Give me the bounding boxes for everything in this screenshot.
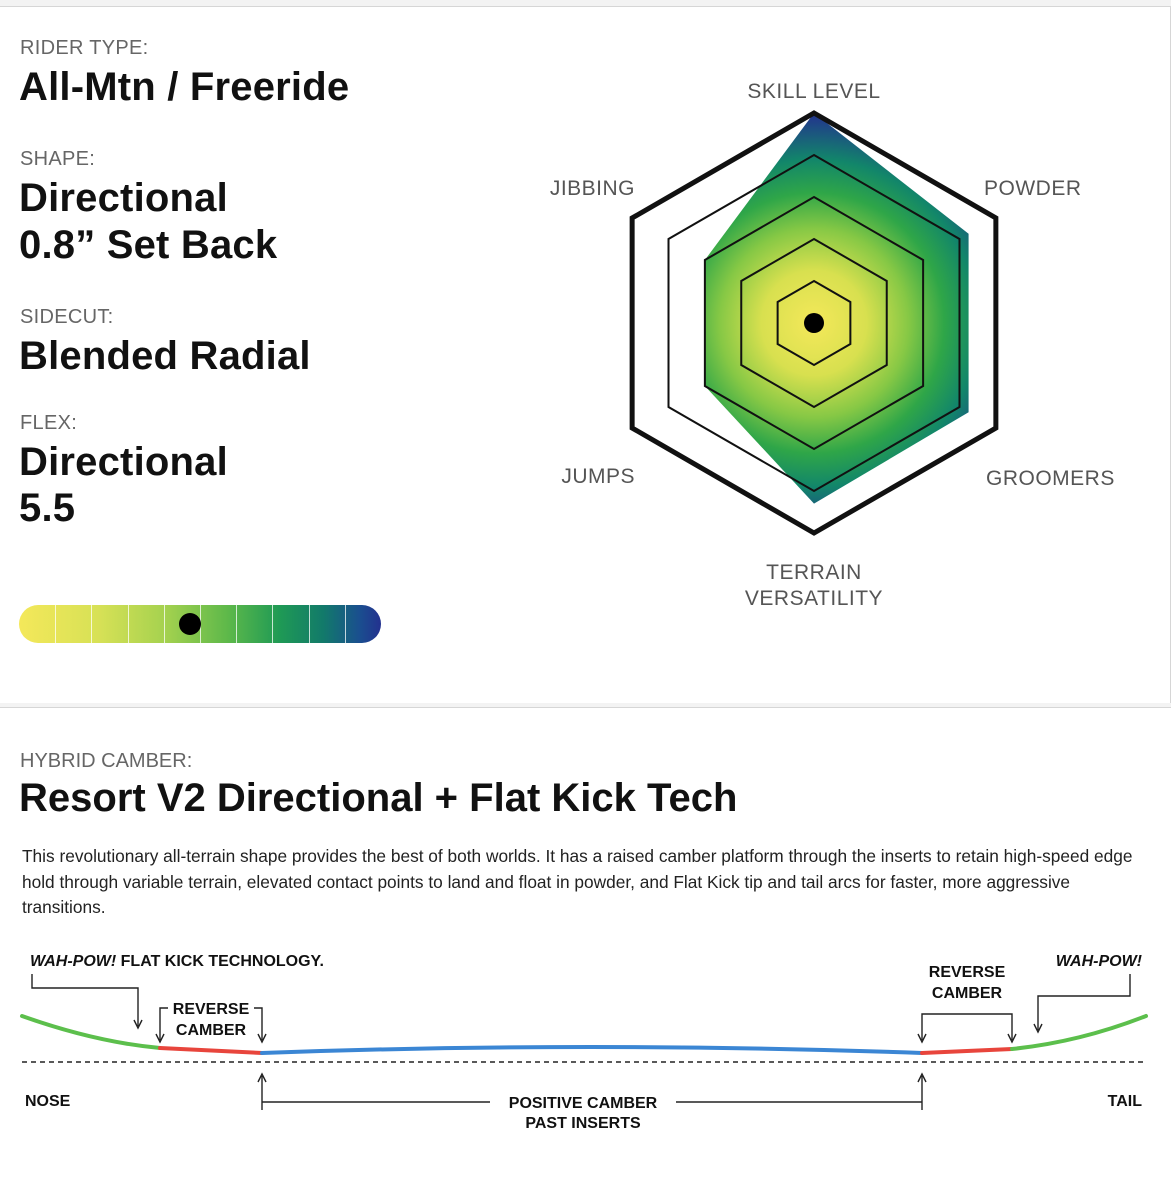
camber-description: This revolutionary all-terrain shape pro…	[22, 846, 1133, 917]
flex-scale-divider	[55, 605, 57, 643]
radar-ring-1	[776, 279, 852, 367]
reverse-camber-left-bracket	[159, 1007, 263, 1040]
radar-ring-2	[740, 237, 888, 409]
flex-scale-bar	[19, 605, 381, 643]
profile-flat-kick-nose	[20, 1014, 162, 1050]
radar-center-dot	[804, 313, 824, 333]
camber-card: HYBRID CAMBER: Resort V2 Directional + F…	[0, 707, 1171, 1200]
reverse-camber-right-line1: REVERSE	[929, 964, 1006, 981]
wah-pow-left-bracket	[31, 974, 139, 1026]
flex-scale-divider	[308, 605, 310, 643]
radar-ring-3	[703, 195, 925, 451]
positive-camber-line1: POSITIVE CAMBER	[509, 1095, 658, 1112]
profile-reverse-camber-nose	[158, 1046, 264, 1055]
radar-data-area	[704, 113, 969, 504]
shape-value-line2: 0.8” Set Back	[19, 223, 278, 267]
positive-camber-span	[261, 1076, 923, 1110]
flex-scale-divider	[91, 605, 93, 643]
arrow-head	[917, 1033, 1017, 1044]
arrow-head	[257, 1072, 927, 1083]
radar-axis-label-skill: SKILL LEVEL	[747, 80, 880, 103]
radar-axis-label-terrain-line1: TERRAIN	[766, 561, 862, 584]
camber-label: HYBRID CAMBER:	[20, 750, 193, 772]
arrow-head	[155, 1033, 267, 1044]
flex-value-line1: Directional	[19, 440, 228, 484]
camber-profile-diagram: WAH-POW! FLAT KICK TECHNOLOGY. REVERSE C…	[20, 953, 1148, 1132]
profile-flat-kick-tail	[1010, 1014, 1148, 1051]
camber-title: Resort V2 Directional + Flat Kick Tech	[19, 776, 738, 820]
nose-label: NOSE	[25, 1093, 71, 1110]
tail-label: TAIL	[1108, 1093, 1143, 1110]
sidecut-label: SIDECUT:	[20, 306, 114, 328]
wah-pow-right-text: WAH-POW!	[1056, 953, 1143, 970]
flex-scale-divider	[236, 605, 238, 643]
rider-type-value: All-Mtn / Freeride	[19, 65, 350, 109]
arrow-head	[133, 1019, 143, 1030]
shape-value-line1: Directional	[19, 176, 228, 220]
reverse-camber-right-bracket	[921, 1013, 1013, 1040]
rider-type-label: RIDER TYPE:	[20, 37, 149, 59]
flex-scale-marker	[179, 613, 201, 635]
radar-axis-label-groomers: GROOMERS	[986, 467, 1115, 490]
wah-pow-right-bracket	[1037, 974, 1131, 1030]
specs-card: RIDER TYPE: All-Mtn / Freeride SHAPE: Di…	[0, 6, 1171, 703]
sidecut-value: Blended Radial	[19, 334, 311, 378]
radar-axis-label-terrain-line2: VERSATILITY	[745, 587, 883, 610]
flex-scale-divider	[344, 605, 346, 643]
rider-radar-chart: SKILL LEVEL POWDER GROOMERS TERRAIN VERSATIL…	[550, 80, 1115, 610]
radar-axis-label-jumps: JUMPS	[561, 465, 635, 488]
flex-scale-divider	[163, 605, 165, 643]
profile-positive-camber	[260, 1045, 924, 1055]
reverse-camber-left-line2: CAMBER	[176, 1022, 247, 1039]
flex-scale-divider	[127, 605, 129, 643]
positive-camber-line2: PAST INSERTS	[525, 1115, 641, 1132]
radar-axis-label-powder: POWDER	[984, 177, 1082, 200]
profile-reverse-camber-tail	[920, 1047, 1014, 1055]
reverse-camber-left-line1: REVERSE	[173, 1001, 250, 1018]
radar-ring-5	[629, 110, 999, 536]
radar-axis-label-jibbing: JIBBING	[550, 177, 635, 200]
radar-ring-4	[667, 153, 961, 493]
flex-value-line2: 5.5	[19, 486, 76, 530]
arrow-head	[1033, 1023, 1043, 1034]
flex-label: FLEX:	[20, 412, 78, 434]
shape-label: SHAPE:	[20, 148, 96, 170]
reverse-camber-right-line2: CAMBER	[932, 985, 1003, 1002]
wah-pow-left-text: WAH-POW! FLAT KICK TECHNOLOGY.	[30, 953, 324, 970]
flex-scale-divider	[272, 605, 274, 643]
